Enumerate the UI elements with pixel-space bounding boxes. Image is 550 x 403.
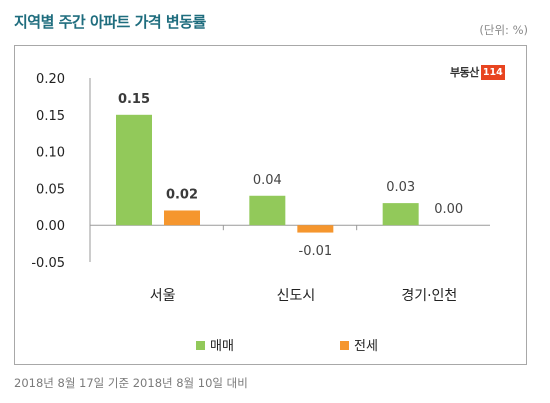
bar-jeonse <box>297 225 334 233</box>
brand-logo: 부동산 114 <box>450 64 505 80</box>
x-category-label: 서울 <box>150 288 176 304</box>
data-label: 0.04 <box>253 173 282 188</box>
chart-frame <box>14 45 527 365</box>
footnote: 2018년 8월 17일 기준 2018년 8월 10일 대비 <box>14 376 248 390</box>
brand-name: 부동산 <box>450 66 479 79</box>
legend-swatch <box>340 341 349 350</box>
brand-badge: 114 <box>480 64 505 80</box>
bar-sale <box>382 203 419 226</box>
bar-sale <box>116 114 152 226</box>
bar-sale <box>249 195 286 226</box>
x-category-label: 경기·인천 <box>401 288 457 304</box>
x-category-label: 신도시 <box>277 288 316 304</box>
data-label: -0.01 <box>299 244 333 259</box>
legend-label: 매매 <box>210 339 234 354</box>
chart-title: 지역별 주간 아파트 가격 변동률 <box>14 13 206 31</box>
data-label: 0.00 <box>434 202 463 217</box>
data-label: 0.15 <box>118 92 150 107</box>
y-tick-label: 0.15 <box>36 109 65 124</box>
y-tick-label: 0.10 <box>36 146 65 161</box>
legend-swatch <box>196 341 205 350</box>
y-tick-label: -0.05 <box>31 256 65 271</box>
bar-jeonse <box>164 210 200 226</box>
y-tick-label: 0.05 <box>36 182 65 197</box>
unit-label: (단위: %) <box>479 23 528 37</box>
data-label: 0.03 <box>386 180 415 195</box>
legend-label: 전세 <box>354 339 378 354</box>
data-label: 0.02 <box>166 187 198 202</box>
y-tick-label: 0.20 <box>36 72 65 87</box>
y-tick-label: 0.00 <box>36 219 65 234</box>
